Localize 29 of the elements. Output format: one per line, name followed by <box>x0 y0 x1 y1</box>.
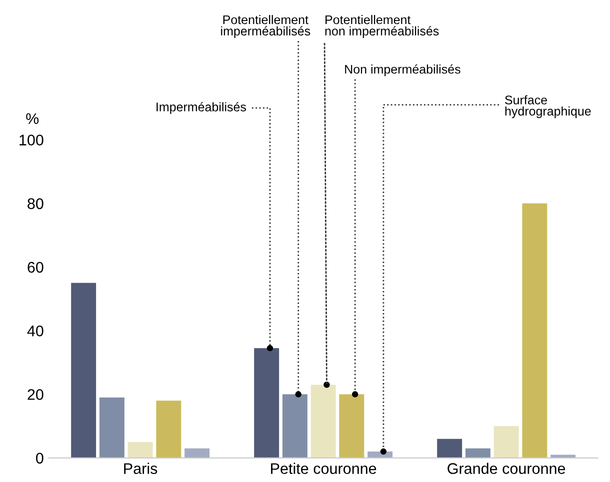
bar <box>282 394 308 458</box>
bar <box>522 203 548 458</box>
x-tick-label: Grande couronne <box>448 462 566 474</box>
x-tick-label: Paris <box>124 462 158 474</box>
bar <box>310 384 336 458</box>
y-tick-label: 20 <box>28 389 44 400</box>
bar <box>339 394 364 458</box>
y-axis-title: % <box>26 113 39 124</box>
bar <box>156 400 182 458</box>
bar <box>71 282 96 458</box>
y-tick-label: 60 <box>28 262 44 273</box>
bar <box>184 448 210 458</box>
text: Surface hydrographique <box>505 95 591 118</box>
bar <box>128 442 153 458</box>
bar <box>99 397 124 458</box>
text: Potentiellement non imperméabilisés <box>325 14 439 38</box>
text: Potentiellement imperméabilisés <box>221 14 310 38</box>
text: Imperméabilisés <box>156 102 246 114</box>
y-tick-label: 40 <box>27 326 44 336</box>
x-tick-label: Petite couronne <box>271 462 376 474</box>
y-tick-label: 100 <box>20 134 44 146</box>
bar <box>550 454 576 458</box>
text: Non imperméabilisés <box>345 64 460 76</box>
bar <box>465 448 490 458</box>
bar <box>254 348 280 458</box>
y-tick-label: 80 <box>28 198 44 210</box>
y-tick-label: 0 <box>36 452 44 464</box>
bar <box>494 426 519 458</box>
bar <box>437 438 462 458</box>
